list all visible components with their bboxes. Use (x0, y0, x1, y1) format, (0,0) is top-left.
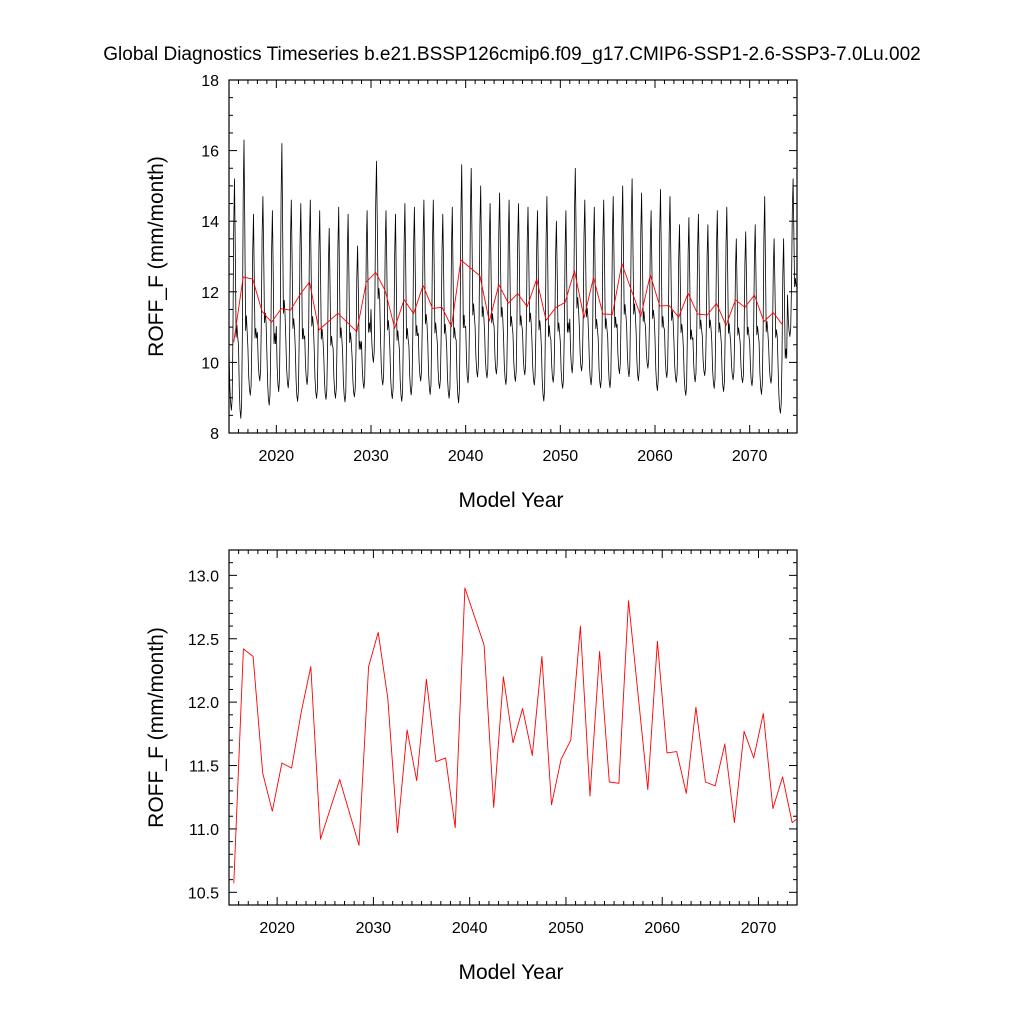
annual-mean-series-line (233, 587, 797, 884)
y-tick-label: 10.5 (188, 885, 219, 902)
x-tick-label: 2040 (448, 448, 484, 465)
y-axis-title: ROFF_F (mm/month) (145, 156, 168, 357)
y-tick-label: 13.0 (188, 568, 219, 585)
series-group (233, 587, 797, 884)
x-tick-label: 2040 (452, 920, 488, 937)
y-tick-label: 10 (201, 355, 219, 372)
x-tick-label: 2050 (543, 448, 579, 465)
x-tick-label: 2070 (741, 920, 777, 937)
x-tick-label: 2050 (548, 920, 584, 937)
series-group (229, 139, 797, 419)
x-tick-label: 2030 (353, 448, 389, 465)
y-tick-label: 12.5 (188, 632, 219, 649)
x-tick-label: 2020 (259, 448, 295, 465)
x-tick-label: 2070 (732, 448, 768, 465)
y-tick-label: 12 (201, 285, 219, 302)
y-tick-label: 18 (201, 73, 219, 90)
y-tick-label: 16 (201, 144, 219, 161)
y-tick-label: 8 (210, 426, 219, 443)
x-tick-label: 2060 (644, 920, 680, 937)
plot-2: 2020 2030 2040 2050 2060 2070 10.5 11.0 11.5 12.0… (145, 549, 798, 984)
x-tick-label: 2060 (637, 448, 673, 465)
x-axis-title: Model Year (458, 489, 563, 512)
x-axis-title: Model Year (458, 961, 563, 984)
x-tick-label: 2020 (259, 920, 295, 937)
x-tick-label: 2030 (356, 920, 392, 937)
y-tick-label: 12.0 (188, 695, 219, 712)
plot-1: 2020 2030 2040 2050 2060 2070 8 10 12 14 16 18 Model… (145, 73, 798, 512)
annual-mean-series-line (233, 259, 784, 343)
monthly-series-line (229, 139, 797, 419)
y-axis-title: ROFF_F (mm/month) (145, 627, 168, 828)
y-tick-label: 14 (201, 214, 219, 231)
chart-title: Global Diagnostics Timeseries b.e21.BSSP… (103, 44, 921, 65)
y-tick-label: 11.0 (189, 822, 219, 839)
y-tick-label: 11.5 (189, 759, 219, 776)
